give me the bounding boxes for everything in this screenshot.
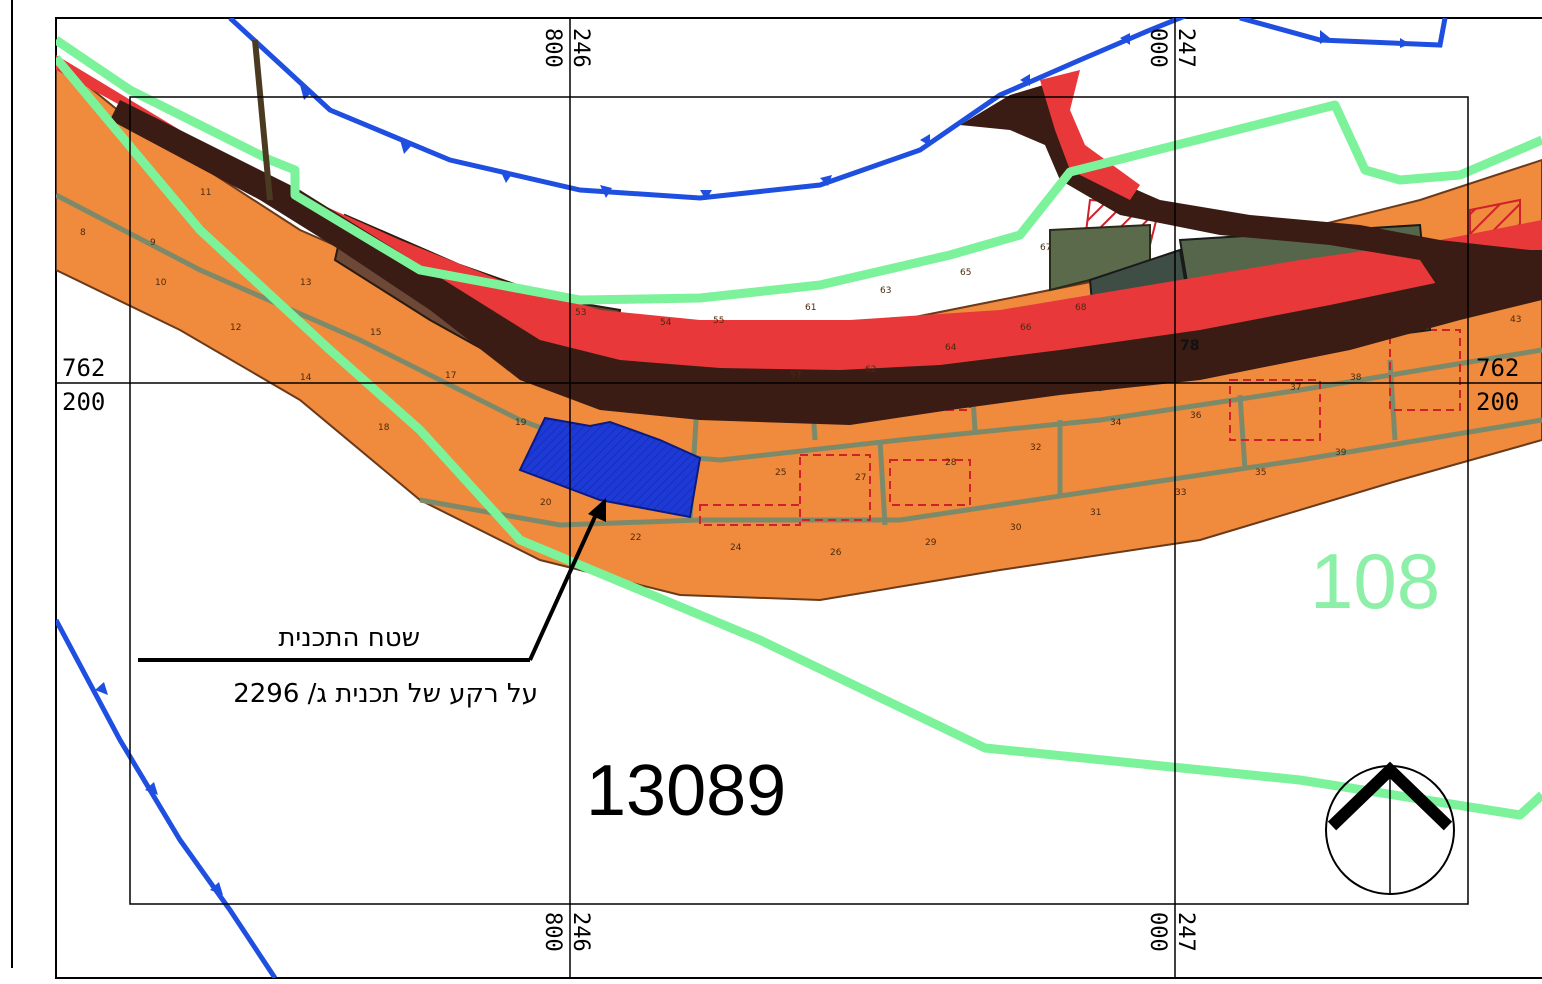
- parcel-number-38: 38: [1350, 373, 1362, 383]
- coord-right-200: 200: [1476, 388, 1519, 416]
- legend-background: על רקע של תכנית ג/ 2296: [233, 679, 538, 709]
- plan-area-callout: [138, 498, 606, 662]
- grid-frame: [129, 96, 1469, 905]
- parcel-number-65: 65: [960, 268, 971, 278]
- parcel-number-9: 9: [150, 238, 156, 248]
- coord-bottom-246: 246: [568, 912, 593, 952]
- parcel-number-labels: 8 9 10 11 12 13 14 15 17 18 19 20 22 24 25 26 27 28 29 30 31…: [80, 188, 1521, 558]
- parcel-number-20: 20: [540, 498, 552, 508]
- coord-bottom-000: 000: [1145, 912, 1170, 952]
- parcel-number-39: 39: [1335, 448, 1347, 458]
- parcel-number-18: 18: [378, 423, 390, 433]
- parcel-number-78: 78: [1180, 338, 1199, 354]
- parcel-number-33: 33: [1175, 488, 1186, 498]
- coord-bottom-246800: 246 800: [540, 912, 593, 952]
- legend-plan-area: שטח התכנית: [278, 623, 420, 653]
- parcel-number-15: 15: [370, 328, 381, 338]
- coord-top-247: 247: [1173, 28, 1198, 68]
- parcel-number-64: 64: [945, 343, 957, 353]
- parcel-number-8: 8: [80, 228, 86, 238]
- parcel-number-63: 63: [880, 286, 891, 296]
- parcel-number-30: 30: [1010, 523, 1022, 533]
- zone-boundary-a: [56, 36, 1542, 305]
- setback-triangles: [95, 30, 1410, 895]
- parcel-number-10: 10: [155, 278, 167, 288]
- parcel-number-34: 34: [1110, 418, 1122, 428]
- parcel-number-29: 29: [925, 538, 937, 548]
- parcel-number-53: 53: [575, 308, 586, 318]
- parcel-number-11: 11: [200, 188, 211, 198]
- hook-road: [960, 80, 1542, 300]
- parcel-number-61: 61: [805, 303, 816, 313]
- parcel-number-55: 55: [713, 316, 724, 326]
- parcel-number-67: 67: [1040, 243, 1051, 253]
- parcel-number-31: 31: [1090, 508, 1101, 518]
- parcel-number-27: 27: [855, 473, 866, 483]
- parcel-number-68: 68: [1075, 303, 1087, 313]
- zone-number: 108: [1310, 537, 1440, 625]
- main-road: [110, 100, 1542, 425]
- hook-road-edge: [1040, 70, 1140, 200]
- parcel-number-57: 57: [790, 371, 801, 381]
- access-line: [252, 39, 273, 201]
- parcel-number-13: 13: [300, 278, 311, 288]
- parcel-number-12: 12: [230, 323, 241, 333]
- coord-top-800: 800: [540, 28, 565, 68]
- coord-top-247000: 247 000: [1145, 28, 1198, 68]
- sheet-frame: [55, 17, 1542, 979]
- parcel-number-66: 66: [1020, 323, 1032, 333]
- parcel-number-26: 26: [830, 548, 842, 558]
- north-arrow-icon: [1325, 761, 1455, 895]
- coord-top-000: 000: [1145, 28, 1170, 68]
- parcel-number-14: 14: [300, 373, 312, 383]
- parcel-number-37: 37: [1290, 383, 1301, 393]
- parcel-number-32: 32: [1030, 443, 1041, 453]
- coord-top-246800: 246 800: [540, 28, 593, 68]
- coord-left-762: 762: [62, 354, 105, 382]
- road-edge: [56, 55, 1542, 420]
- parcel-number-24: 24: [730, 543, 742, 553]
- parcel-number-43: 43: [1510, 315, 1521, 325]
- parcel-number-54: 54: [660, 318, 672, 328]
- parcel-number-35: 35: [1255, 468, 1266, 478]
- parcel-number-25: 25: [775, 468, 786, 478]
- arrow-head-icon: [588, 498, 606, 522]
- building-line-ne: [1239, 18, 1448, 48]
- coord-bottom-247: 247: [1173, 912, 1198, 952]
- block-number: 13089: [586, 751, 786, 831]
- parcel-number-62: 62: [865, 365, 876, 375]
- parcel-number-19: 19: [515, 418, 527, 428]
- coord-top-246: 246: [568, 28, 593, 68]
- coord-left-200: 200: [62, 388, 105, 416]
- parcel-number-22: 22: [630, 533, 641, 543]
- building-line-sw: [56, 618, 278, 978]
- parcel-number-36: 36: [1190, 411, 1202, 421]
- building-line-north: [228, 18, 1187, 201]
- parcel-number-28: 28: [945, 458, 957, 468]
- parcel-number-17: 17: [445, 371, 456, 381]
- coord-bottom-247000: 247 000: [1145, 912, 1198, 952]
- coord-right-762: 762: [1476, 354, 1519, 382]
- coord-bottom-800: 800: [540, 912, 565, 952]
